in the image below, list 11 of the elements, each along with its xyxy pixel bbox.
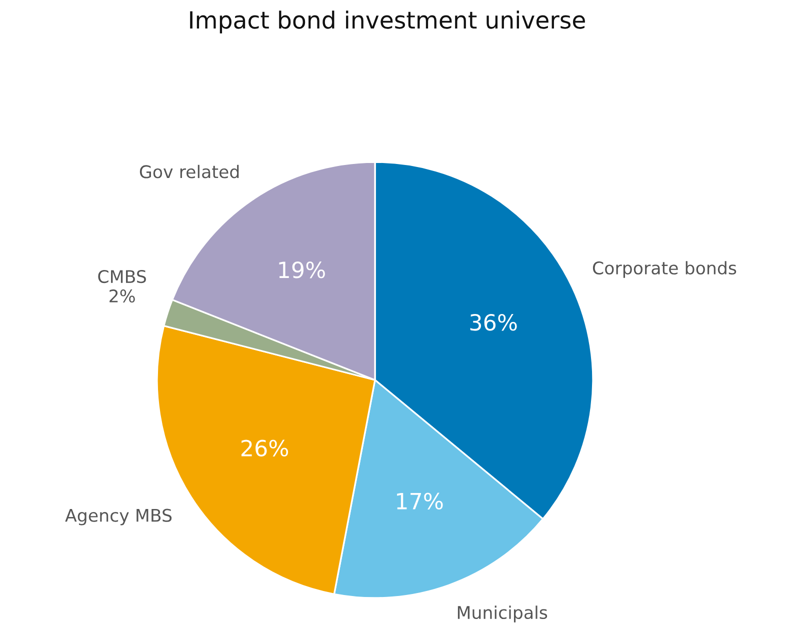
slice-label: CMBS [98,270,146,284]
slice-label: Agency MBS [65,508,172,526]
data-label: 2% [110,289,135,303]
slice-label: Corporate bonds [592,261,736,278]
data-label: 36% [470,314,517,331]
data-label: 19% [279,261,325,278]
slice-label: Gov related [140,164,239,178]
data-label: 26% [241,440,288,457]
chart-title: Impact bond investment universe [190,10,585,34]
slice-label: Municipals [458,606,548,622]
data-label: 17% [397,492,443,510]
